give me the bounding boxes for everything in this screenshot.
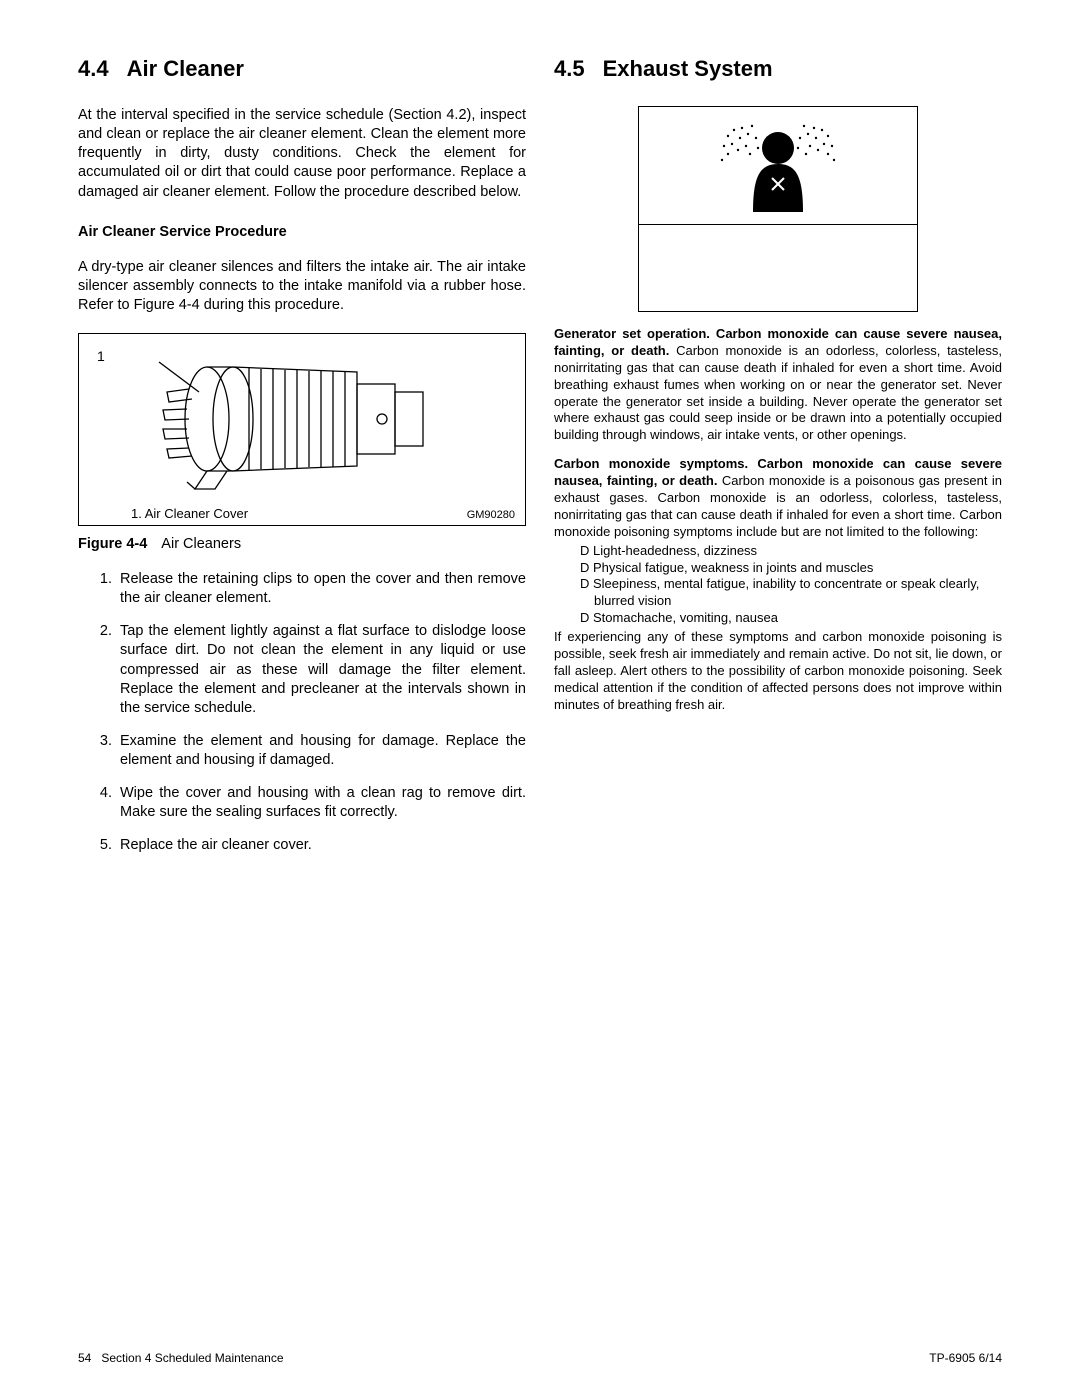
step-4: Wipe the cover and housing with a clean … [116, 784, 526, 822]
procedure-intro: A dry-type air cleaner silences and filt… [78, 258, 526, 315]
figure-number: Figure 4-4 [78, 536, 147, 552]
figure-4-4-box: 1 [78, 333, 526, 526]
section-label: Section 4 Scheduled Maintenance [101, 1351, 283, 1365]
left-column: 4.4 Air Cleaner At the interval specified… [78, 56, 526, 870]
legend-text: 1. Air Cleaner Cover [131, 506, 248, 521]
section-heading-4-4: 4.4 Air Cleaner [78, 56, 526, 82]
step-5: Replace the air cleaner cover. [116, 836, 526, 855]
right-column: 4.5 Exhaust System [554, 56, 1002, 870]
footer-left: 54 Section 4 Scheduled Maintenance [78, 1351, 284, 1365]
callout-1: 1 [97, 348, 105, 364]
step-3: Examine the element and housing for dama… [116, 732, 526, 770]
figure-caption: Figure 4-4 Air Cleaners [78, 536, 526, 552]
symptom-3: D Sleepiness, mental fatigue, inability … [580, 576, 1002, 610]
warning-paragraph-1: Generator set operation. Carbon monoxide… [554, 326, 1002, 444]
procedure-subheading: Air Cleaner Service Procedure [78, 224, 526, 240]
intro-paragraph: At the interval specified in the service… [78, 106, 526, 202]
warning-paragraph-2: Carbon monoxide symptoms. Carbon monoxid… [554, 456, 1002, 540]
symptom-2: D Physical fatigue, weakness in joints a… [580, 560, 1002, 577]
page-footer: 54 Section 4 Scheduled Maintenance TP-69… [78, 1351, 1002, 1365]
closing-paragraph: If experiencing any of these symptoms an… [554, 629, 1002, 713]
warning-label-box [638, 106, 918, 312]
figure-legend: 1. Air Cleaner Cover GM90280 [79, 504, 525, 525]
warning-pictogram-area [639, 107, 917, 225]
step-2: Tap the element lightly against a flat s… [116, 622, 526, 718]
section-heading-4-5: 4.5 Exhaust System [554, 56, 1002, 82]
figure-image-area: 1 [79, 334, 525, 504]
heading-title: Air Cleaner [127, 56, 244, 81]
symptom-1: D Light-headedness, dizziness [580, 543, 1002, 560]
air-cleaner-diagram [137, 344, 467, 494]
footer-right: TP-6905 6/14 [929, 1351, 1002, 1365]
two-column-layout: 4.4 Air Cleaner At the interval specified… [78, 56, 1002, 870]
figure-code: GM90280 [467, 509, 515, 521]
symptom-4: D Stomachache, vomiting, nausea [580, 610, 1002, 627]
heading-number: 4.5 [554, 56, 585, 81]
page-number: 54 [78, 1351, 91, 1365]
heading-title: Exhaust System [603, 56, 773, 81]
co-hazard-icon [698, 116, 858, 216]
figure-title: Air Cleaners [161, 536, 241, 552]
procedure-steps: Release the retaining clips to open the … [116, 570, 526, 856]
step-1: Release the retaining clips to open the … [116, 570, 526, 608]
symptom-list: D Light-headedness, dizziness D Physical… [580, 543, 1002, 627]
heading-number: 4.4 [78, 56, 109, 81]
warning-text-area [639, 225, 917, 311]
